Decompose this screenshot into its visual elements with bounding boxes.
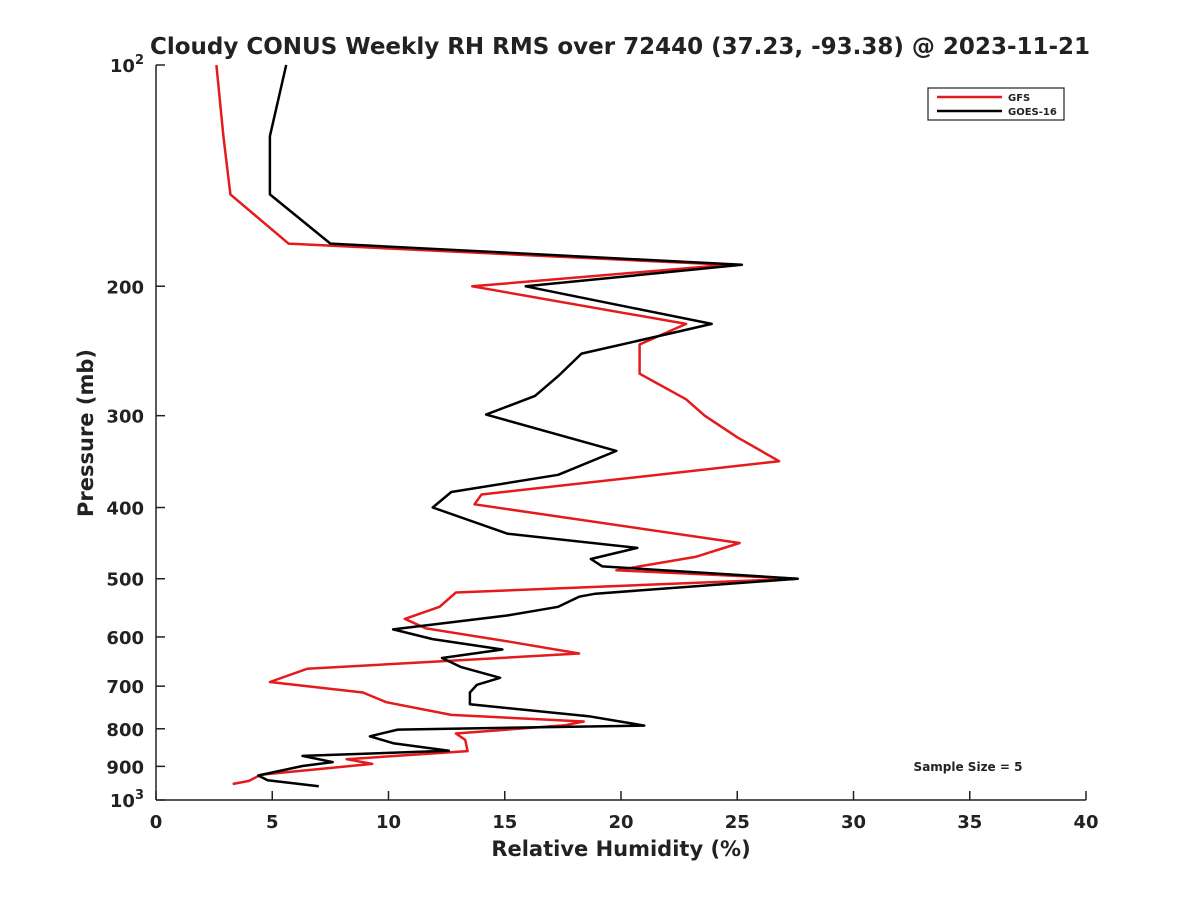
y-tick-label: 300 <box>106 407 144 428</box>
x-tick-label: 20 <box>608 812 633 833</box>
y-axis-label: Pressure (mb) <box>74 349 98 517</box>
x-tick-label: 0 <box>150 812 163 833</box>
chart-title: Cloudy CONUS Weekly RH RMS over 72440 (3… <box>150 34 1090 60</box>
x-tick-label: 10 <box>376 812 401 833</box>
legend-box <box>927 87 1065 121</box>
sample-size-annotation: Sample Size = 5 <box>914 760 1023 774</box>
plot-area: 0 5 10 15 20 25 30 35 40 10220030040050060070080… <box>106 53 1098 833</box>
x-axis-label: Relative Humidity (%) <box>491 837 750 861</box>
y-tick-label: 600 <box>106 628 144 649</box>
legend-label-goes16: GOES-16 <box>1008 107 1057 118</box>
x-tick-label: 15 <box>492 812 517 833</box>
y-tick-label: 800 <box>106 720 144 741</box>
x-tick-label: 35 <box>957 812 982 833</box>
x-tick-label: 25 <box>725 812 750 833</box>
series-layer <box>215 64 799 788</box>
x-tick-label: 40 <box>1073 812 1098 833</box>
y-tick-label: 200 <box>106 277 144 298</box>
y-tick-label: 900 <box>106 757 144 778</box>
legend-label-gfs: GFS <box>1008 93 1030 104</box>
series-line-goes16 <box>257 64 799 788</box>
y-tick-label: 400 <box>106 499 144 520</box>
legend: GFS GOES-16 <box>927 87 1065 121</box>
y-tick-label: 700 <box>106 677 144 698</box>
x-axis-ticks: 0 5 10 15 20 25 30 35 40 <box>150 791 1099 833</box>
x-tick-label: 5 <box>266 812 279 833</box>
x-tick-label: 30 <box>841 812 866 833</box>
y-tick-label: 500 <box>106 570 144 591</box>
